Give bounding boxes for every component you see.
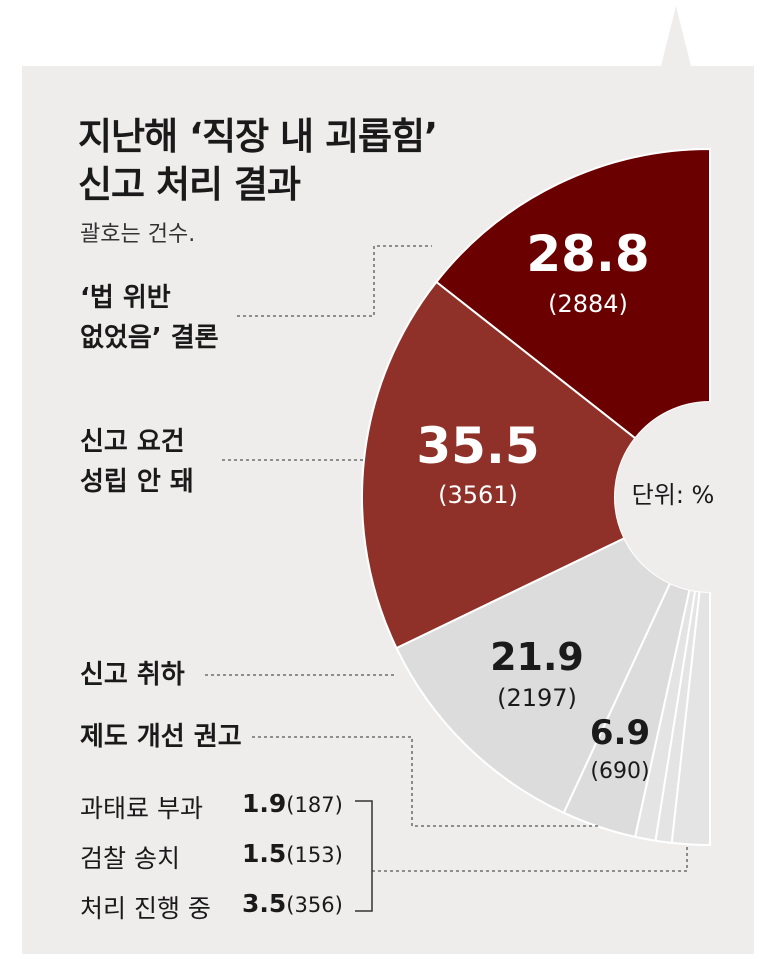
leader-line-law-violation — [237, 245, 432, 317]
label-requirement-line2: 성립 안 돼 — [80, 467, 194, 497]
donut-chart: 28.8 (2884) 35.5 (3561) 21.9 (2197) 6.9 … — [205, 147, 754, 912]
label-law-violation: ‘법 위반 없었음’ 결론 — [80, 278, 219, 358]
slice-count-law-violation: (2884) — [548, 290, 628, 318]
chart-title-line1: 지난해 ‘직장 내 괴롭힘’ — [78, 115, 438, 158]
value-in-progress: 3.5 — [242, 889, 287, 918]
label-in-progress: 처리 진행 중 — [80, 894, 211, 923]
label-withdrawn: 신고 취하 — [80, 660, 185, 690]
chart-subtitle: 괄호는 건수. — [80, 222, 196, 247]
label-fine: 과태료 부과 — [80, 794, 203, 823]
bracket-minor-categories — [355, 800, 373, 912]
label-prosecution: 검찰 송치 — [80, 844, 180, 873]
callout-pointer — [661, 6, 691, 66]
slice-value-law-violation: 28.8 — [526, 225, 649, 283]
slice-count-requirement: (3561) — [438, 481, 518, 509]
count-prosecution: (153) — [286, 843, 343, 867]
donut-hole — [615, 402, 754, 592]
count-fine: (187) — [286, 793, 343, 817]
slice-count-withdrawn: (2197) — [497, 684, 577, 712]
slice-count-improvement: (690) — [590, 759, 649, 784]
label-requirement: 신고 요건 성립 안 돼 — [80, 422, 194, 502]
label-requirement-line1: 신고 요건 — [80, 427, 185, 457]
row-prosecution: 검찰 송치 1.5(153) — [80, 839, 343, 875]
slice-value-improvement: 6.9 — [590, 713, 650, 753]
label-law-violation-line1: ‘법 위반 — [80, 283, 171, 313]
unit-label: 단위: % — [632, 481, 715, 509]
label-improvement: 제도 개선 권고 — [80, 722, 242, 752]
row-fine: 과태료 부과 1.9(187) — [80, 789, 343, 825]
value-prosecution: 1.5 — [242, 839, 287, 868]
value-fine: 1.9 — [242, 789, 287, 818]
slice-value-withdrawn: 21.9 — [490, 635, 584, 679]
row-in-progress: 처리 진행 중 3.5(356) — [80, 889, 343, 925]
leader-line-improvement — [252, 736, 600, 827]
leader-line-minor-group — [372, 846, 688, 872]
count-in-progress: (356) — [286, 893, 343, 917]
chart-title-line2: 신고 처리 결과 — [78, 163, 301, 206]
label-law-violation-line2: 없었음’ 결론 — [80, 323, 219, 353]
chart-card: 28.8 (2884) 35.5 (3561) 21.9 (2197) 6.9 … — [22, 66, 754, 954]
slice-value-requirement: 35.5 — [416, 417, 539, 475]
